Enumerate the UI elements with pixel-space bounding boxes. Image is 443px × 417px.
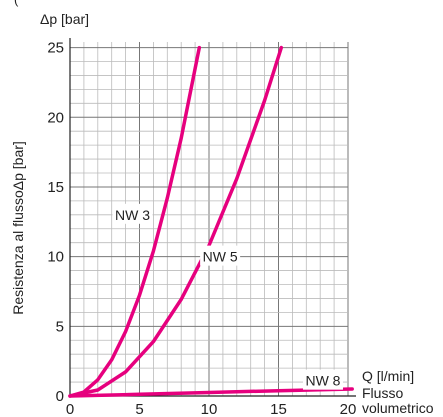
grid (70, 42, 349, 396)
series-line-nw-5 (68, 45, 284, 398)
y-tick-label: 0 (56, 388, 64, 405)
x-axis-unit: Q [l/min] (362, 368, 414, 384)
x-axis-label-line1: Flusso (362, 385, 403, 401)
x-tick-label: 15 (270, 401, 287, 417)
y-axis-label: Resistenza al flussoΔp [bar] (10, 141, 26, 315)
x-tick-label: 0 (66, 401, 74, 417)
series-label-bg (200, 245, 241, 266)
series-line-nw-3 (68, 45, 202, 398)
y-tick-label: 25 (47, 40, 64, 57)
series-label-bg (302, 369, 343, 390)
top-fragment: ( (14, 0, 19, 7)
series-labels: NW 3 NW 5 NW 8 (112, 203, 343, 390)
y-tick-label: 5 (56, 318, 64, 335)
y-tick-label: 15 (47, 179, 64, 196)
y-tick-label: 10 (47, 249, 64, 266)
x-axis-label-line2: volumetrico (362, 400, 434, 416)
series-label-bg (112, 203, 153, 224)
y-tick-label: 20 (47, 109, 64, 126)
x-tick-label: 5 (135, 401, 143, 417)
series-label: NW 5 (203, 249, 238, 265)
x-tick-labels: 0 5 10 15 20 (66, 401, 357, 417)
series-line-nw-8 (68, 387, 354, 398)
series-label: NW 3 (115, 207, 150, 223)
x-tick-label: 10 (201, 401, 218, 417)
y-tick-labels: 0 5 10 15 20 25 (47, 40, 64, 405)
series-label: NW 8 (305, 373, 340, 389)
x-tick-label: 20 (340, 401, 357, 417)
curves (68, 45, 354, 398)
y-axis-title: Δp [bar] (40, 11, 89, 27)
